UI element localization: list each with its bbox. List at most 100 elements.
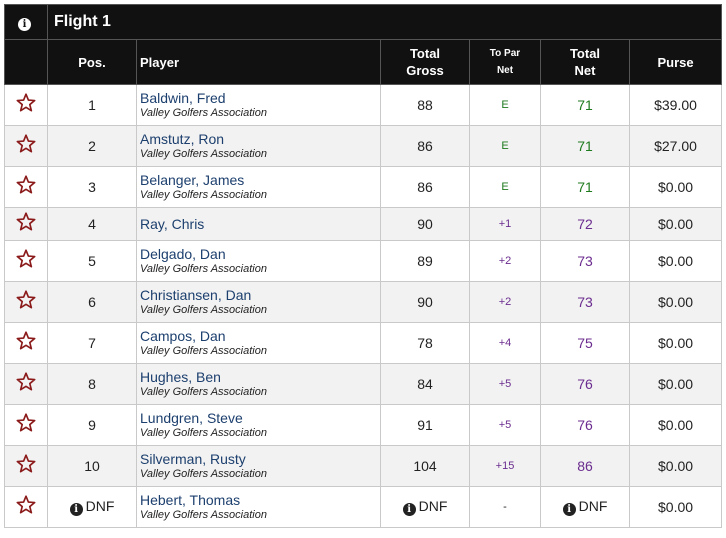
flight-title: Flight 1: [46, 4, 723, 40]
player-cell: Hebert, Thomas Valley Golfers Association: [136, 486, 381, 528]
total-net-cell: 71: [540, 84, 630, 126]
leaderboard-body: 1 Baldwin, Fred Valley Golfers Association…: [4, 84, 723, 528]
player-name-link[interactable]: Amstutz, Ron: [140, 130, 225, 147]
total-net-cell: 73: [540, 281, 630, 323]
player-name-link[interactable]: Hebert, Thomas: [140, 491, 241, 508]
favorite-star-icon[interactable]: [4, 322, 48, 364]
table-row: 7 Campos, Dan Valley Golfers Association 78…: [4, 322, 723, 364]
dnf-info-icon[interactable]: i: [402, 503, 416, 516]
position-cell: 9: [47, 404, 137, 446]
table-row: 5 Delgado, Dan Valley Golfers Association 8…: [4, 240, 723, 282]
purse-cell: $0.00: [628, 240, 723, 282]
table-row: 4 Ray, Chris 90 +1 72 $0.00: [4, 207, 723, 241]
player-name-link[interactable]: Campos, Dan: [140, 327, 226, 344]
player-cell: Ray, Chris: [136, 207, 381, 241]
player-cell: Belanger, James Valley Golfers Associatio…: [136, 166, 381, 208]
player-association: Valley Golfers Association: [140, 467, 267, 480]
player-cell: Campos, Dan Valley Golfers Association: [136, 322, 381, 364]
total-net-cell: 75: [540, 322, 630, 364]
player-name-link[interactable]: Silverman, Rusty: [140, 450, 246, 467]
table-row: 2 Amstutz, Ron Valley Golfers Association 8…: [4, 125, 723, 167]
purse-cell: $0.00: [628, 486, 723, 528]
favorite-star-icon[interactable]: [4, 125, 48, 167]
to-par-net-cell: +2: [469, 240, 541, 282]
total-net-cell: 73: [540, 240, 630, 282]
player-name-link[interactable]: Lundgren, Steve: [140, 409, 243, 426]
favorite-star-icon[interactable]: [4, 486, 48, 528]
header-pos: Pos.: [47, 39, 137, 85]
player-cell: Delgado, Dan Valley Golfers Association: [136, 240, 381, 282]
total-net-cell: 72: [540, 207, 630, 241]
header-total-net: Total Net: [540, 39, 630, 85]
favorite-star-icon[interactable]: [4, 207, 48, 241]
purse-cell: $27.00: [628, 125, 723, 167]
player-association: Valley Golfers Association: [140, 188, 267, 201]
total-gross-cell: 78: [380, 322, 470, 364]
to-par-net-cell: +5: [469, 404, 541, 446]
position-cell: 8: [47, 363, 137, 405]
total-gross-cell: 84: [380, 363, 470, 405]
total-net-cell: 76: [540, 363, 630, 405]
to-par-net-cell: -: [469, 486, 541, 528]
total-gross-cell: 86: [380, 125, 470, 167]
player-cell: Silverman, Rusty Valley Golfers Associati…: [136, 445, 381, 487]
table-row: 10 Silverman, Rusty Valley Golfers Associa…: [4, 445, 723, 487]
player-name-link[interactable]: Belanger, James: [140, 171, 245, 188]
purse-cell: $0.00: [628, 207, 723, 241]
to-par-net-cell: +1: [469, 207, 541, 241]
flight-info-icon[interactable]: i: [4, 4, 48, 40]
total-gross-cell: 88: [380, 84, 470, 126]
flight-title-row: i Flight 1: [4, 4, 723, 40]
player-name-link[interactable]: Ray, Chris: [140, 216, 205, 232]
purse-cell: $0.00: [628, 166, 723, 208]
player-cell: Hughes, Ben Valley Golfers Association: [136, 363, 381, 405]
player-name-link[interactable]: Christiansen, Dan: [140, 286, 252, 303]
player-cell: Baldwin, Fred Valley Golfers Association: [136, 84, 381, 126]
total-gross-cell: i DNF: [380, 486, 470, 528]
favorite-star-icon[interactable]: [4, 84, 48, 126]
total-net-cell: 71: [540, 125, 630, 167]
position-cell: 3: [47, 166, 137, 208]
player-cell: Amstutz, Ron Valley Golfers Association: [136, 125, 381, 167]
player-association: Valley Golfers Association: [140, 262, 267, 275]
purse-cell: $39.00: [628, 84, 723, 126]
header-player: Player: [136, 39, 381, 85]
player-name-link[interactable]: Delgado, Dan: [140, 245, 226, 262]
to-par-net-cell: +5: [469, 363, 541, 405]
favorite-star-icon[interactable]: [4, 363, 48, 405]
player-association: Valley Golfers Association: [140, 303, 267, 316]
header-to-par-net: To Par Net: [469, 39, 541, 85]
player-name-link[interactable]: Hughes, Ben: [140, 368, 221, 385]
header-star: [4, 39, 48, 85]
dnf-info-icon[interactable]: i: [69, 503, 83, 516]
position-cell: i DNF: [47, 486, 137, 528]
player-association: Valley Golfers Association: [140, 508, 267, 521]
to-par-net-cell: +4: [469, 322, 541, 364]
table-row: 1 Baldwin, Fred Valley Golfers Association…: [4, 84, 723, 126]
favorite-star-icon[interactable]: [4, 166, 48, 208]
player-association: Valley Golfers Association: [140, 344, 267, 357]
table-row: i DNF Hebert, Thomas Valley Golfers Associa…: [4, 486, 723, 528]
total-gross-cell: 86: [380, 166, 470, 208]
to-par-net-cell: E: [469, 166, 541, 208]
total-net-cell: i DNF: [540, 486, 630, 528]
dnf-info-icon[interactable]: i: [562, 503, 576, 516]
total-gross-cell: 89: [380, 240, 470, 282]
position-cell: 7: [47, 322, 137, 364]
leaderboard-table: i Flight 1 Pos. Player Total Gross To Par…: [4, 4, 723, 528]
header-total-gross: Total Gross: [380, 39, 470, 85]
position-cell: 5: [47, 240, 137, 282]
favorite-star-icon[interactable]: [4, 240, 48, 282]
purse-cell: $0.00: [628, 404, 723, 446]
to-par-net-cell: E: [469, 84, 541, 126]
total-gross-cell: 90: [380, 281, 470, 323]
position-cell: 6: [47, 281, 137, 323]
column-header-row: Pos. Player Total Gross To Par Net Total Ne…: [4, 39, 723, 85]
to-par-net-cell: E: [469, 125, 541, 167]
favorite-star-icon[interactable]: [4, 281, 48, 323]
player-name-link[interactable]: Baldwin, Fred: [140, 89, 226, 106]
favorite-star-icon[interactable]: [4, 445, 48, 487]
player-association: Valley Golfers Association: [140, 106, 267, 119]
favorite-star-icon[interactable]: [4, 404, 48, 446]
total-net-cell: 71: [540, 166, 630, 208]
